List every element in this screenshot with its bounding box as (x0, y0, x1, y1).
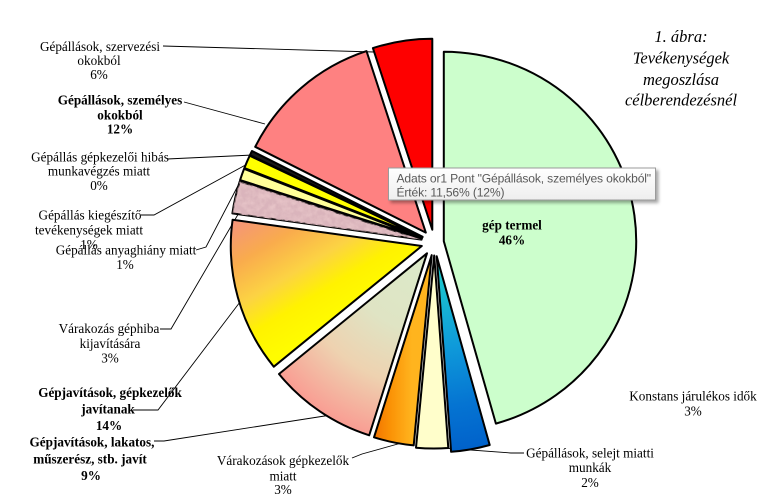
svg-text:tevékenységek miatt: tevékenységek miatt (35, 223, 143, 238)
svg-text:3%: 3% (684, 404, 702, 419)
svg-text:Gépállás anyaghiány miatt: Gépállás anyaghiány miatt (56, 243, 197, 258)
svg-text:Tevékenységek: Tevékenységek (633, 49, 730, 68)
svg-text:javítanak: javítanak (80, 402, 135, 417)
svg-text:kijavítására: kijavítására (80, 336, 141, 351)
svg-text:Várakozások gépkezelők: Várakozások gépkezelők (217, 453, 350, 468)
svg-text:munkavégzés miatt: munkavégzés miatt (48, 164, 151, 179)
svg-text:46%: 46% (499, 233, 525, 248)
svg-text:Gépjavítások, gépkezelők: Gépjavítások, gépkezelők (38, 385, 182, 400)
svg-text:okokból: okokból (97, 108, 143, 123)
svg-text:3%: 3% (274, 482, 292, 497)
svg-text:1%: 1% (80, 237, 98, 252)
svg-text:2%: 2% (581, 475, 599, 490)
svg-text:miatt: miatt (269, 469, 296, 484)
svg-text:megoszlása: megoszlása (643, 70, 719, 89)
svg-text:Gépállás kiegészítő: Gépállás kiegészítő (39, 208, 142, 223)
svg-text:munkák: munkák (569, 460, 612, 475)
svg-text:célberendezésnél: célberendezésnél (625, 91, 737, 110)
svg-text:12%: 12% (107, 122, 133, 137)
svg-text:Konstans járulékos idők: Konstans járulékos idők (629, 389, 757, 404)
svg-text:9%: 9% (81, 468, 101, 483)
svg-text:okokból: okokból (77, 53, 121, 68)
svg-text:3%: 3% (101, 351, 119, 366)
svg-text:Várakozás géphiba: Várakozás géphiba (59, 321, 160, 336)
svg-text:Gépállások, szervezési: Gépállások, szervezési (40, 39, 160, 54)
svg-text:1. ábra:: 1. ábra: (654, 27, 707, 46)
svg-text:0%: 0% (90, 178, 108, 193)
svg-text:műszerész, stb. javít: műszerész, stb. javít (33, 452, 147, 467)
svg-text:Gépállások, személyes: Gépállások, személyes (58, 93, 183, 108)
svg-text:6%: 6% (90, 67, 108, 82)
svg-text:Gépállás gépkezelői hibás: Gépállás gépkezelői hibás (31, 150, 169, 165)
svg-text:Adats or1 Pont "Gépállások, sz: Adats or1 Pont "Gépállások, személyes ok… (397, 172, 651, 186)
svg-text:14%: 14% (96, 418, 122, 433)
svg-text:Gépállások, selejt miatti: Gépállások, selejt miatti (526, 446, 654, 461)
svg-text:1%: 1% (116, 257, 134, 272)
svg-text:gép termel: gép termel (482, 218, 542, 233)
svg-text:Érték: 11,56% (12%): Érték: 11,56% (12%) (397, 185, 505, 200)
svg-text:Gépjavítások, lakatos,: Gépjavítások, lakatos, (30, 435, 155, 450)
